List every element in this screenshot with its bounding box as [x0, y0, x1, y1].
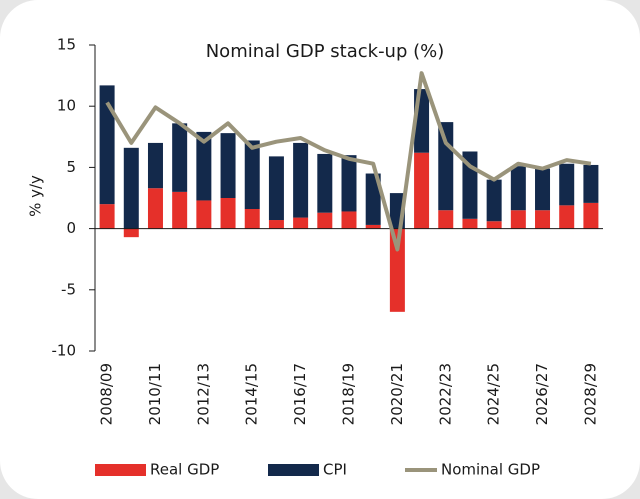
bar: [510, 210, 526, 229]
bar: [268, 220, 284, 229]
x-tick-label: 2008/09: [98, 363, 116, 425]
x-tick-label: 2026/27: [533, 363, 551, 425]
bar: [220, 198, 236, 229]
bar: [99, 204, 115, 229]
bar: [293, 142, 309, 218]
x-tick-label: 2024/25: [485, 363, 503, 425]
bar: [220, 133, 236, 198]
bar: [196, 200, 212, 229]
bar: [462, 218, 478, 229]
bar: [535, 168, 551, 211]
bar: [244, 209, 260, 229]
bar: [486, 179, 502, 222]
y-tick-label: -10: [52, 342, 77, 360]
bar: [535, 210, 551, 229]
bar: [317, 212, 333, 229]
y-tick-label: 10: [57, 97, 76, 115]
bar: [486, 221, 502, 229]
bar: [583, 164, 599, 203]
y-tick-label: 5: [66, 158, 76, 176]
legend-label: Nominal GDP: [441, 461, 540, 479]
x-tick-label: 2018/19: [340, 363, 358, 425]
legend-label: Real GDP: [150, 461, 219, 479]
bar: [341, 211, 357, 229]
bar: [583, 202, 599, 229]
bar: [559, 163, 575, 206]
bar: [123, 147, 139, 229]
bar: [196, 131, 212, 201]
x-tick-label: 2028/29: [581, 363, 599, 425]
bar: [438, 122, 454, 211]
chart-title: Nominal GDP stack-up (%): [206, 41, 445, 62]
bar: [172, 123, 188, 192]
bar: [389, 228, 405, 312]
x-tick-label: 2020/21: [388, 363, 406, 425]
bar: [414, 152, 430, 229]
bar: [365, 173, 381, 225]
y-axis-label: % y/y: [27, 175, 45, 217]
bar: [172, 191, 188, 229]
y-tick-label: 0: [66, 219, 76, 237]
bar: [559, 205, 575, 229]
bar: [123, 228, 139, 238]
bar: [365, 224, 381, 229]
x-tick-label: 2022/23: [436, 363, 454, 425]
x-tick-label: 2016/17: [291, 363, 309, 425]
bar: [341, 155, 357, 212]
bar: [147, 188, 163, 229]
y-tick-label: 15: [57, 36, 76, 54]
legend-label: CPI: [323, 461, 347, 479]
x-tick-label: 2014/15: [243, 363, 261, 425]
bar: [147, 142, 163, 189]
legend-swatch: [95, 464, 146, 476]
bar: [99, 85, 115, 205]
bar: [268, 156, 284, 221]
bar: [244, 140, 260, 210]
x-tick-label: 2010/11: [146, 363, 164, 425]
bar: [317, 153, 333, 213]
bar: [293, 217, 309, 229]
bar: [510, 166, 526, 211]
bar: [438, 210, 454, 229]
line: [105, 71, 592, 252]
legend-swatch: [268, 464, 319, 476]
y-tick-label: -5: [61, 280, 76, 298]
x-tick-label: 2012/13: [194, 363, 212, 425]
